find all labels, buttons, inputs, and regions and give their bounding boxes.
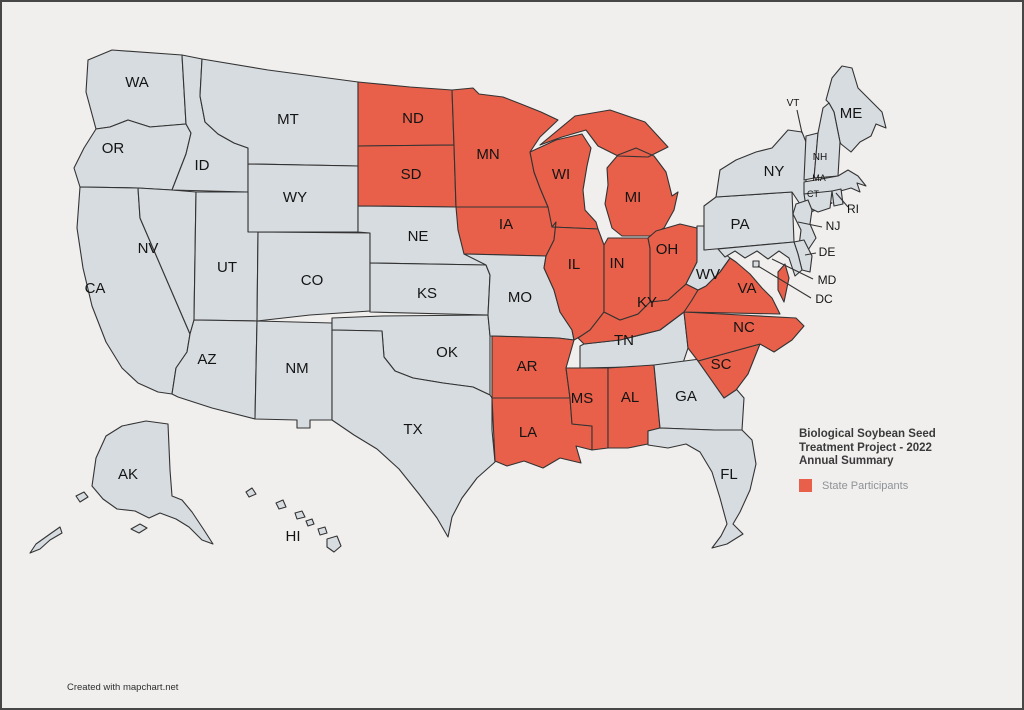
credit-text: Created with mapchart.net (67, 682, 179, 693)
map-title: Biological Soybean Seed Treatment Projec… (799, 428, 969, 469)
state-in[interactable] (603, 237, 651, 321)
state-co[interactable] (256, 231, 371, 322)
state-ri[interactable] (831, 188, 844, 207)
leader-line-nj (797, 221, 823, 228)
state-or[interactable] (73, 119, 192, 191)
leader-line-ri (835, 192, 849, 208)
leader-line-vt (796, 109, 803, 134)
state-hi[interactable] (245, 487, 342, 553)
state-wy[interactable] (247, 163, 359, 233)
legend-swatch-participants (799, 479, 812, 492)
state-fl[interactable] (647, 427, 757, 549)
leader-line-de (804, 252, 817, 256)
title-line-3: Annual Summary (799, 455, 894, 467)
leader-line-md (771, 258, 814, 280)
leader-lines-layer (757, 109, 849, 299)
state-wi[interactable] (529, 133, 599, 230)
leader-line-dc (757, 265, 812, 299)
state-label-md: MD (818, 273, 837, 287)
state-label-de: DE (819, 245, 836, 259)
states-layer (29, 49, 887, 554)
state-mi[interactable] (539, 109, 679, 237)
state-label-ri: RI (847, 202, 859, 216)
state-ut[interactable] (193, 191, 259, 322)
state-label-hi: HI (286, 528, 301, 545)
state-ak[interactable] (29, 420, 214, 554)
state-label-vt: VT (787, 98, 800, 109)
state-label-dc: DC (815, 292, 833, 306)
state-label-nj: NJ (826, 219, 841, 233)
state-nj[interactable] (792, 199, 817, 251)
state-sd[interactable] (357, 144, 457, 208)
title-line-2: Treatment Project - 2022 (799, 441, 932, 454)
state-nh[interactable] (813, 102, 841, 179)
state-md[interactable] (717, 241, 803, 277)
legend-label-participants: State Participants (822, 479, 909, 492)
state-pa[interactable] (703, 191, 795, 251)
state-wa[interactable] (85, 49, 187, 130)
state-nc[interactable] (683, 311, 805, 362)
legend: State Participants (799, 479, 908, 492)
state-mt[interactable] (199, 58, 359, 167)
state-ar[interactable] (491, 335, 575, 399)
state-ks[interactable] (369, 262, 491, 316)
state-nd[interactable] (357, 81, 455, 147)
state-nm[interactable] (254, 320, 333, 429)
state-tx[interactable] (331, 329, 496, 538)
state-ia[interactable] (455, 206, 557, 257)
title-line-1: Biological Soybean Seed (799, 428, 936, 440)
